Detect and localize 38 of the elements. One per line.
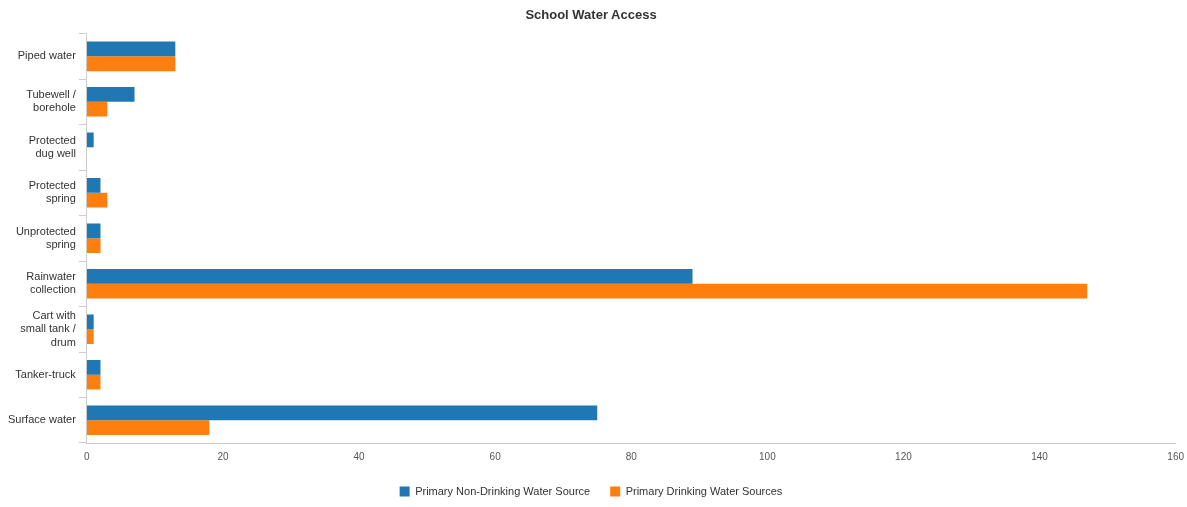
bar — [86, 178, 101, 193]
y-tick-label: Rainwater collection — [26, 270, 77, 296]
legend-label: Primary Non-Drinking Water Source — [415, 484, 591, 497]
bar — [86, 41, 176, 57]
bar — [86, 314, 94, 330]
bar — [86, 87, 135, 102]
y-tick-label: Tanker-truck — [15, 367, 77, 380]
y-tick-label: Cart with small tank / drum — [20, 309, 77, 348]
x-tick-label: 80 — [625, 450, 638, 462]
bar — [86, 238, 101, 254]
y-tick-label: Tubewell / borehole — [26, 88, 77, 114]
y-tick-label: Protected spring — [28, 179, 76, 205]
y-tick-label: Piped water — [17, 49, 77, 62]
legend-label: Primary Drinking Water Sources — [625, 484, 783, 497]
bar — [86, 420, 210, 436]
bar — [86, 56, 176, 72]
bar — [86, 269, 693, 284]
bar — [86, 359, 101, 375]
bar — [86, 101, 108, 117]
bar — [86, 374, 101, 390]
x-tick-label: 40 — [353, 450, 366, 462]
y-tick-label: Unprotected spring — [15, 224, 76, 250]
x-tick-label: 160 — [1167, 450, 1185, 462]
x-tick-label: 140 — [1031, 450, 1049, 462]
x-tick-label: 60 — [489, 450, 502, 462]
bar — [86, 223, 101, 239]
chart-title: School Water Access — [525, 7, 657, 23]
bar — [86, 405, 598, 421]
x-tick-label: 0 — [84, 450, 91, 462]
x-tick-label: 20 — [217, 450, 229, 462]
x-tick-label: 120 — [895, 450, 913, 462]
x-tick-label: 100 — [759, 450, 777, 462]
bar — [86, 329, 94, 345]
bar — [86, 192, 108, 208]
y-tick-label: Surface water — [7, 413, 77, 426]
bar — [86, 283, 1088, 299]
y-tick-label: Protected dug well — [28, 133, 76, 159]
bar — [86, 132, 94, 148]
